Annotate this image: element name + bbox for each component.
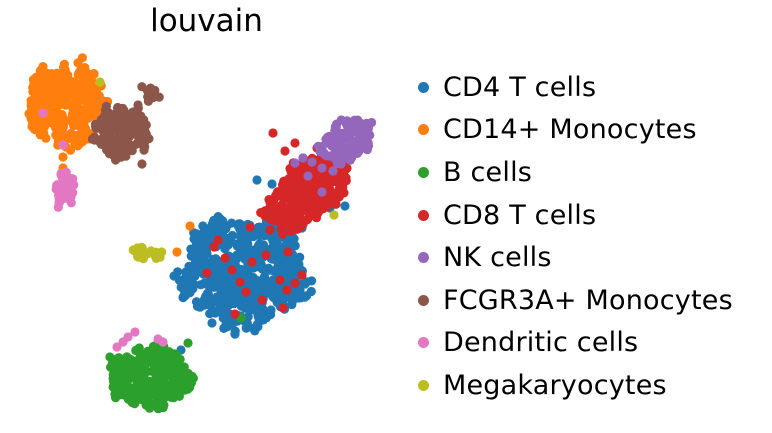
legend-label: Megakaryocytes xyxy=(443,369,667,401)
legend-item-cd14-monocytes: CD14+ Monocytes xyxy=(412,109,733,152)
legend-marker-dot-icon xyxy=(418,81,429,93)
cluster-cd14-monocytes xyxy=(24,53,195,257)
legend-marker-dot-icon xyxy=(418,294,429,306)
cluster-cd8-t-cells xyxy=(202,128,360,319)
legend-label: B cells xyxy=(443,156,533,188)
legend-item-nk-cells: NK cells xyxy=(412,236,733,279)
legend-item-fcgr3a-monocytes: FCGR3A+ Monocytes xyxy=(412,279,733,322)
legend-label: CD8 T cells xyxy=(443,199,597,231)
legend-label: Dendritic cells xyxy=(443,327,639,359)
plot-title: louvain xyxy=(150,3,263,39)
legend-label: FCGR3A+ Monocytes xyxy=(443,284,733,316)
cluster-fcgr3a-monocytes xyxy=(87,82,164,169)
legend-marker-dot-icon xyxy=(418,337,429,349)
cluster-b-cells xyxy=(105,313,246,414)
legend-marker-dot-icon xyxy=(418,166,429,178)
cluster-dendritic-cells xyxy=(38,108,168,352)
legend-marker-dot-icon xyxy=(418,379,429,391)
legend-marker-dot-icon xyxy=(418,209,429,221)
legend-label: CD14+ Monocytes xyxy=(443,114,697,146)
cluster-megakaryocytes xyxy=(95,77,339,264)
legend-item-dendritic-cells: Dendritic cells xyxy=(412,322,733,365)
legend-item-megakaryocytes: Megakaryocytes xyxy=(412,364,733,407)
legend-marker-dot-icon xyxy=(418,124,429,136)
legend-item-cd4-t-cells: CD4 T cells xyxy=(412,66,733,109)
legend-item-cd8-t-cells: CD8 T cells xyxy=(412,194,733,237)
legend-label: NK cells xyxy=(443,242,552,274)
legend-marker-dot-icon xyxy=(418,252,429,264)
cluster-nk-cells xyxy=(290,115,377,197)
legend-label: CD4 T cells xyxy=(443,71,597,103)
legend-item-b-cells: B cells xyxy=(412,151,733,194)
legend: CD4 T cells CD14+ Monocytes B cells CD8 T c… xyxy=(412,66,733,407)
